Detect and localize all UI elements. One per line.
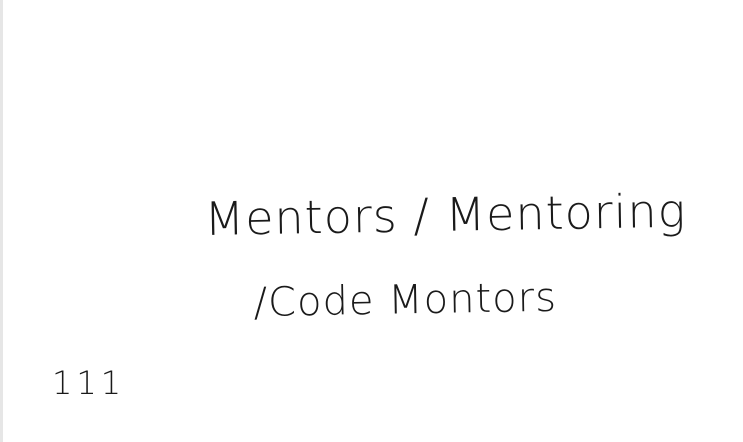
card-number: 111 <box>52 364 126 402</box>
handwritten-line-2: /Code Montors <box>253 274 558 326</box>
card-edge <box>0 0 3 442</box>
handwritten-line-1: Mentors / Mentoring <box>204 183 687 246</box>
